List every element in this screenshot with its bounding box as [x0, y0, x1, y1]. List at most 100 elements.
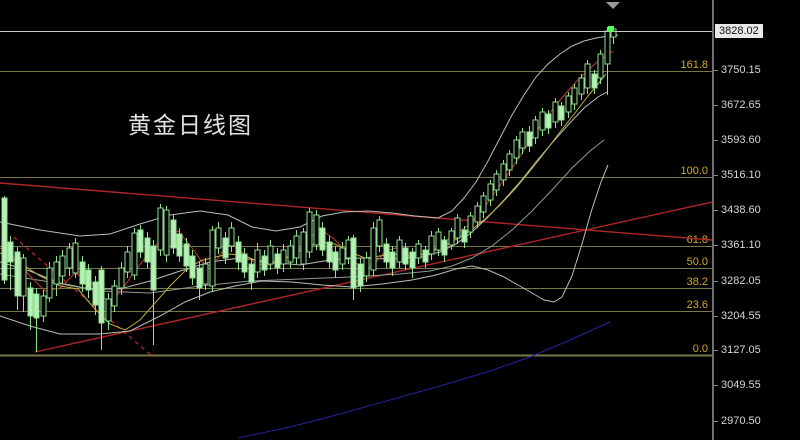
candle-body — [124, 251, 131, 273]
candle-body — [202, 263, 209, 285]
candle-body — [383, 243, 390, 263]
candle-body — [183, 243, 190, 267]
candle-body — [7, 241, 14, 263]
candle-body — [215, 227, 222, 249]
candle-body — [144, 237, 151, 263]
candle-body — [254, 249, 261, 273]
axis-price-label: 2970.50 — [721, 415, 761, 427]
candle-body — [409, 251, 416, 269]
candle-body — [248, 263, 255, 283]
boll-lower — [0, 164, 609, 335]
candle-body — [189, 255, 196, 279]
candle-body — [565, 95, 572, 113]
candle-body — [235, 241, 242, 263]
candle-body — [448, 230, 455, 246]
candlestick-chart[interactable]: 161.8 100.0 61.8 50.0 38.2 23.6 0.0 — [0, 0, 712, 440]
axis-tick — [714, 105, 718, 106]
candle-body — [111, 285, 118, 307]
candle-body — [131, 232, 138, 276]
candle-body — [428, 235, 435, 255]
candle-body — [532, 119, 539, 139]
axis-price-label: 3127.05 — [721, 344, 761, 356]
candle-body — [46, 267, 53, 299]
price-axis: 3750.15 3672.65 3593.60 3516.10 3438.60 3361.… — [712, 0, 800, 440]
candle-body — [274, 253, 281, 269]
candle-body — [526, 131, 533, 147]
candle-body — [150, 245, 157, 291]
candle-body — [40, 295, 47, 317]
candle-body — [27, 287, 34, 317]
candle-body — [66, 247, 73, 269]
axis-tick — [714, 175, 718, 176]
axis-price-label: 3049.55 — [721, 379, 761, 391]
candle-body — [163, 209, 170, 256]
fib-label-50.0: 50.0 — [687, 256, 708, 268]
candle-body — [339, 247, 346, 265]
axis-tick — [714, 316, 718, 317]
candle-body — [506, 153, 513, 171]
candle-body — [293, 235, 300, 259]
candle-body — [578, 77, 585, 95]
candle-body — [441, 239, 448, 256]
axis-tick — [714, 210, 718, 211]
candle-body — [306, 211, 313, 253]
candle-body — [597, 53, 604, 79]
candle-body — [591, 73, 598, 89]
candle-body — [228, 227, 235, 247]
candle-body — [319, 227, 326, 251]
candle-body — [435, 231, 442, 251]
candle-body — [357, 263, 364, 287]
candle-body — [267, 245, 274, 265]
ma-long-blue — [237, 321, 611, 439]
axis-tick — [714, 245, 718, 246]
fib-label-38.2: 38.2 — [687, 276, 708, 288]
fib-label-100.0: 100.0 — [680, 165, 708, 177]
fib-label-61.8: 61.8 — [687, 234, 708, 246]
axis-price-label: 3516.10 — [721, 169, 761, 181]
candle-body — [105, 298, 112, 322]
candle-body — [261, 255, 268, 271]
candle-body — [467, 215, 474, 233]
candle-body — [53, 261, 60, 285]
candle-body — [493, 173, 500, 191]
candle-body — [118, 267, 125, 289]
candle-body — [545, 113, 552, 129]
candle-body — [1, 197, 8, 281]
candle-body — [137, 229, 144, 253]
candle-body — [480, 195, 487, 213]
candle-body — [454, 217, 461, 239]
candle-body — [539, 111, 546, 131]
candle-body — [280, 249, 287, 265]
fib-label-23.6: 23.6 — [687, 299, 708, 311]
candle-body — [604, 30, 611, 65]
ma-yellow — [0, 73, 607, 331]
axis-price-label: 3672.65 — [721, 99, 761, 111]
candle-body — [558, 105, 565, 121]
candle-body — [350, 237, 357, 289]
candle-body — [552, 101, 559, 123]
candle-body — [209, 229, 216, 287]
candle-body — [300, 231, 307, 265]
axis-tick — [714, 70, 718, 71]
axis-price-label: 3361.10 — [721, 239, 761, 251]
boll-upper — [0, 34, 619, 237]
candle-body — [571, 87, 578, 105]
candle-body — [396, 239, 403, 263]
candle-body — [14, 251, 21, 297]
scroll-down-arrow-icon[interactable] — [606, 2, 620, 9]
candle-body — [20, 257, 27, 297]
fib-label-161.8: 161.8 — [680, 59, 708, 71]
candle-body — [157, 207, 164, 251]
candle-body — [85, 269, 92, 291]
axis-tick — [714, 350, 718, 351]
candle-body — [584, 63, 591, 89]
chart-title: 黄金日线图 — [128, 113, 253, 139]
current-price-badge: 3828.02 — [715, 24, 763, 38]
candle-body — [59, 255, 66, 277]
descending-dashed — [13, 236, 153, 357]
candle-body — [196, 267, 203, 289]
candle-body — [345, 239, 352, 259]
axis-price-label: 3750.15 — [721, 64, 761, 76]
candle-body — [33, 293, 40, 319]
fib-label-0.0: 0.0 — [693, 343, 708, 355]
